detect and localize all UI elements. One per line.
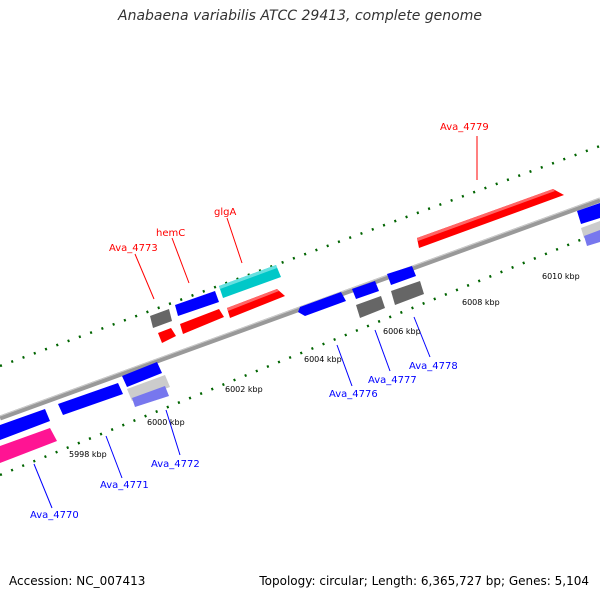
gene-label-ava-4779[interactable]: Ava_4779 [440, 122, 489, 133]
gene-arrow-hemc[interactable] [180, 309, 224, 334]
gene-arrow-edge-right[interactable] [577, 203, 600, 224]
leader-ava-4771 [105, 435, 123, 479]
feature-ava-4772-lilac [132, 386, 169, 407]
feature-ava-4772-light [127, 375, 170, 401]
leader-ava-4776 [336, 344, 353, 387]
gene-label-ava-4777[interactable]: Ava_4777 [368, 375, 417, 386]
accession-label: Accession: NC_007413 [9, 574, 146, 588]
feature-ava-4777-gray[interactable] [356, 296, 385, 318]
genome-summary-label: Topology: circular; Length: 6,365,727 bp… [259, 574, 589, 588]
genome-title: Anabaena variabilis ATCC 29413, complete… [118, 8, 482, 24]
gene-label-hemc[interactable]: hemC [156, 228, 185, 239]
tick-row-upper-line [0, 144, 600, 368]
gene-arrow-ava-4779[interactable] [417, 189, 564, 248]
gene-arrow-ava-4771[interactable] [58, 383, 123, 415]
gene-label-ava-4776[interactable]: Ava_4776 [329, 389, 378, 400]
leader-hemc [171, 237, 190, 284]
gene-arrow-glga[interactable] [227, 289, 285, 318]
tick-row-upper [0, 144, 600, 368]
pseudo-feature-ava-4770[interactable] [0, 428, 57, 463]
tick-row-lower [0, 230, 600, 477]
gene-label-ava-4770[interactable]: Ava_4770 [30, 510, 79, 521]
feature-edge-right-lilac [584, 230, 600, 246]
gene-arrow-ava-4779-shine [417, 189, 555, 241]
rna-feature-glga-neighbor[interactable] [219, 265, 281, 298]
gene-arrow-hemc-blue[interactable] [175, 291, 219, 316]
scale-labels: 5998 kbp 6000 kbp 6002 kbp 6004 kbp 6006… [69, 272, 580, 459]
tick-row-lower-line [0, 230, 600, 477]
feature-ava-4773-gray[interactable] [150, 309, 172, 328]
gene-label-glga[interactable]: glgA [214, 207, 236, 218]
gene-label-ava-4773[interactable]: Ava_4773 [109, 243, 158, 254]
scale-label-5998: 5998 kbp [69, 450, 107, 459]
rna-feature-shine [219, 265, 277, 289]
leader-ava-4773 [134, 253, 155, 300]
leader-ava-4772 [165, 409, 181, 456]
scale-label-6002: 6002 kbp [225, 385, 263, 394]
scale-label-6004: 6004 kbp [304, 355, 342, 364]
leader-glga [226, 217, 243, 264]
leader-ava-4770 [33, 463, 53, 509]
genes [0, 189, 600, 463]
scale-label-6010: 6010 kbp [542, 272, 580, 281]
gene-arrow-glga-shine [227, 289, 279, 311]
scale-label-6008: 6008 kbp [462, 298, 500, 307]
leader-ava-4778 [413, 316, 431, 358]
gene-arrow-ava-4770[interactable] [0, 409, 50, 440]
feature-ava-4778-gray[interactable] [391, 281, 424, 305]
gene-arrow-ava-4773-small[interactable] [158, 328, 176, 343]
gene-arrow-ava-4776[interactable] [298, 292, 346, 316]
gene-label-ava-4771[interactable]: Ava_4771 [100, 480, 149, 491]
gene-label-ava-4772[interactable]: Ava_4772 [151, 459, 200, 470]
scale-label-6000: 6000 kbp [147, 418, 185, 427]
scale-label-6006: 6006 kbp [383, 327, 421, 336]
gene-arrow-ava-4778[interactable] [387, 266, 416, 285]
leader-ava-4777 [374, 329, 391, 372]
gene-arrow-ava-4777[interactable] [352, 281, 379, 299]
gene-label-ava-4778[interactable]: Ava_4778 [409, 361, 458, 372]
gene-labels: Ava_4770 Ava_4771 Ava_4772 Ava_4773 hemC… [30, 122, 489, 521]
gene-arrow-ava-4772[interactable] [122, 362, 162, 387]
leader-lines [33, 136, 478, 509]
